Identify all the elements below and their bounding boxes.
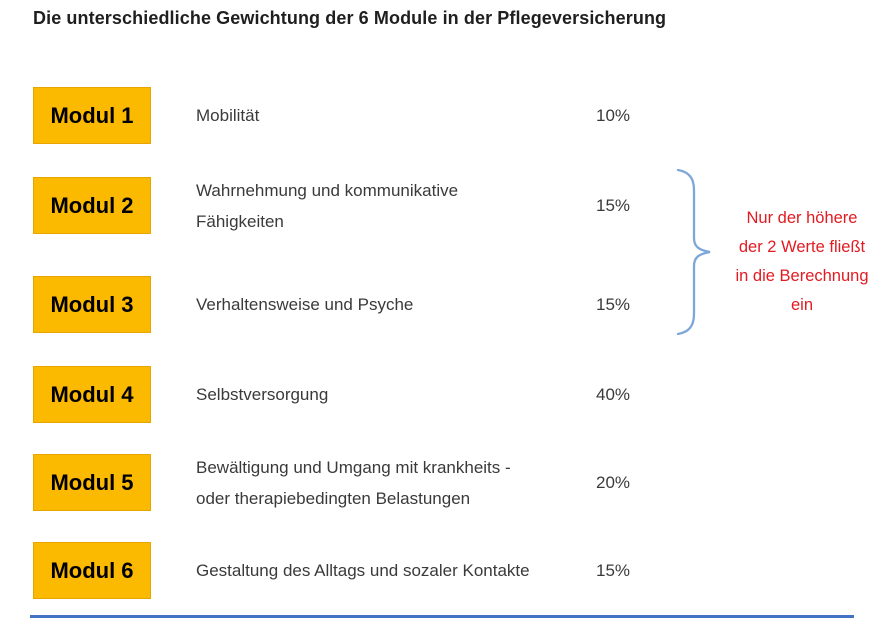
module-3-badge: Modul 3 bbox=[33, 276, 151, 333]
module-2-description: Wahrnehmung und kommunikative Fähigkeite… bbox=[196, 180, 459, 231]
module-3-description: Verhaltensweise und Psyche bbox=[196, 295, 414, 314]
module-row-6: Modul 6 Gestaltung des Alltags und sozal… bbox=[0, 542, 880, 599]
module-1-badge: Modul 1 bbox=[33, 87, 151, 144]
annotation-line: Nur der höhere bbox=[746, 209, 858, 227]
module-row-3: Modul 3 Verhaltensweise und Psyche 15% bbox=[0, 276, 880, 333]
module-1-weight: 10% bbox=[596, 105, 631, 125]
module-5-weight: 20% bbox=[596, 472, 631, 492]
module-6-description: Gestaltung des Alltags und sozaler Konta… bbox=[196, 561, 530, 580]
annotation-note: Nur der höhere der 2 Werte fließt in die… bbox=[724, 204, 880, 320]
module-row-4: Modul 4 Selbstversorgung 40% bbox=[0, 366, 880, 423]
annotation-line: ein bbox=[790, 296, 814, 314]
module-row-5: Modul 5 Bewältigung und Umgang mit krank… bbox=[0, 454, 880, 511]
annotation-line: der 2 Werte fließt bbox=[738, 238, 866, 256]
annotation-line: in die Berechnung bbox=[735, 267, 869, 285]
module-1-label: Modul 1 bbox=[50, 102, 134, 128]
module-2-label: Modul 2 bbox=[50, 192, 134, 218]
module-row-1: Modul 1 Mobilität 10% bbox=[0, 87, 880, 144]
module-4-label: Modul 4 bbox=[50, 381, 134, 407]
module-1-description: Mobilität bbox=[196, 106, 260, 125]
module-5-description: Bewältigung und Umgang mit krankheits - … bbox=[196, 457, 511, 508]
module-5-label: Modul 5 bbox=[50, 469, 134, 495]
module-row-2: Modul 2 Wahrnehmung und kommunikative Fä… bbox=[0, 177, 880, 234]
page-title: Die unterschiedliche Gewichtung der 6 Mo… bbox=[33, 8, 667, 28]
curly-brace-icon bbox=[676, 168, 711, 336]
module-5-badge: Modul 5 bbox=[33, 454, 151, 511]
module-4-badge: Modul 4 bbox=[33, 366, 151, 423]
module-3-weight: 15% bbox=[596, 294, 631, 314]
module-2-badge: Modul 2 bbox=[33, 177, 151, 234]
module-6-weight: 15% bbox=[596, 560, 631, 580]
module-4-weight: 40% bbox=[596, 384, 631, 404]
module-6-badge: Modul 6 bbox=[33, 542, 151, 599]
module-3-label: Modul 3 bbox=[50, 291, 134, 317]
bottom-divider-line bbox=[30, 615, 854, 618]
module-2-weight: 15% bbox=[596, 195, 631, 215]
module-6-label: Modul 6 bbox=[50, 557, 134, 583]
module-4-description: Selbstversorgung bbox=[196, 385, 329, 404]
